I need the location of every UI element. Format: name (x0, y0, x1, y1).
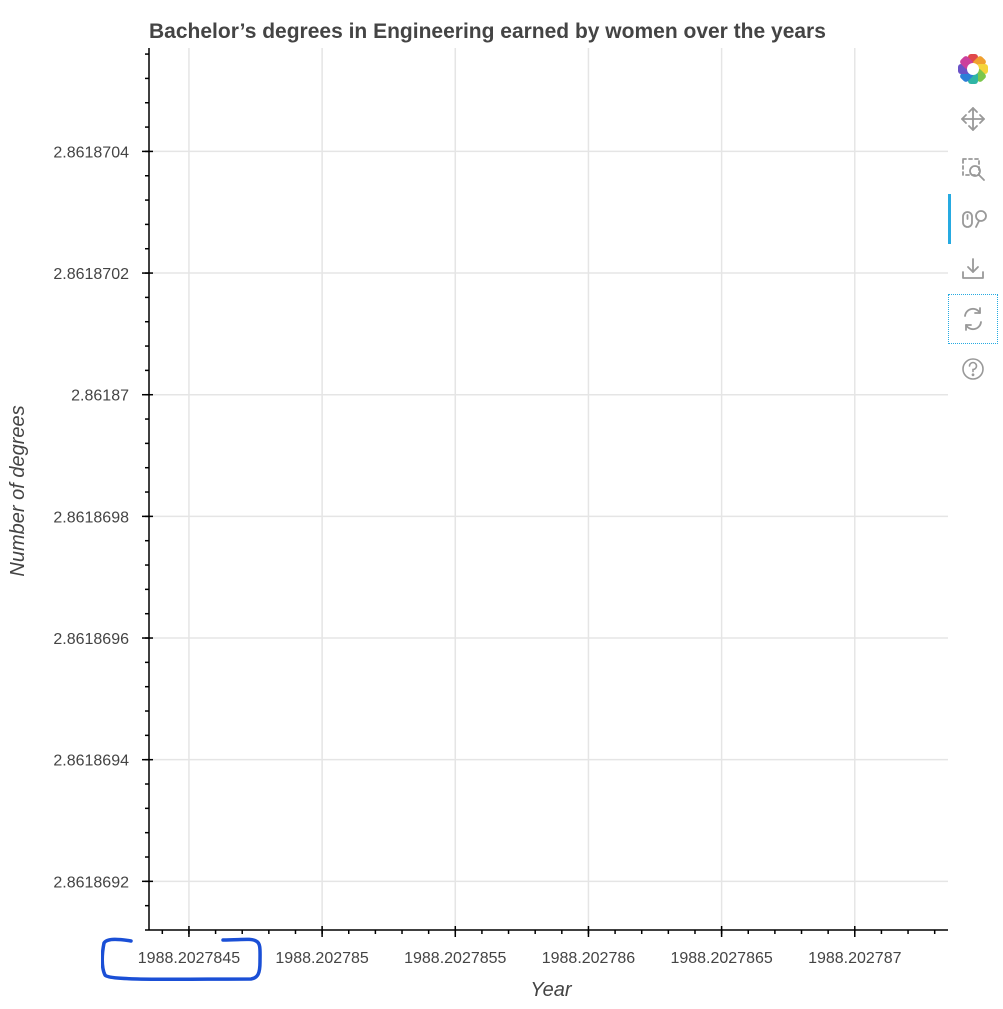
y-tick-labels: 2.8618692 2.8618694 2.8618696 2.8618698 2.86… (53, 144, 129, 891)
y-tick-label: 2.86187 (71, 388, 129, 405)
x-tick-label: 1988.202787 (808, 950, 902, 967)
box-zoom-tool-button[interactable] (948, 144, 998, 194)
save-icon (962, 258, 984, 279)
x-tick-label: 1988.202786 (542, 950, 636, 967)
x-tick-label: 1988.2027845 (138, 950, 240, 967)
pan-icon (961, 107, 985, 131)
y-tick-label: 2.8618694 (53, 753, 129, 770)
bokeh-logo-button[interactable] (948, 44, 998, 94)
help-tool-button[interactable] (948, 344, 998, 394)
wheel-zoom-tool-button[interactable] (948, 194, 998, 244)
y-axis-label: Number of degrees (7, 405, 29, 576)
box-zoom-icon (962, 158, 985, 181)
x-tick-labels: 1988.2027845 1988.202785 1988.2027855 1988.… (138, 950, 902, 967)
y-tick-label: 2.8618692 (53, 874, 129, 891)
x-tick-label: 1988.202785 (275, 950, 369, 967)
save-tool-button[interactable] (948, 244, 998, 294)
y-tick-label: 2.8618698 (53, 509, 129, 526)
axes (142, 48, 948, 937)
reset-icon (964, 307, 982, 331)
reset-tool-button[interactable] (948, 294, 998, 344)
tick-highlight-annotation (100, 937, 262, 982)
x-axis-label: Year (530, 979, 572, 1001)
x-tick-label: 1988.2027865 (670, 950, 772, 967)
x-tick-label: 1988.2027855 (404, 950, 506, 967)
y-tick-label: 2.8618696 (53, 631, 129, 648)
wheel-zoom-icon (961, 210, 987, 228)
bokeh-logo-icon (958, 54, 988, 84)
y-tick-label: 2.8618704 (53, 144, 129, 161)
highlight-stroke (100, 937, 262, 982)
help-icon (962, 358, 984, 380)
toolbar (948, 44, 998, 394)
pan-tool-button[interactable] (948, 94, 998, 144)
chart-title: Bachelor’s degrees in Engineering earned… (149, 20, 826, 43)
y-tick-label: 2.8618702 (53, 266, 129, 283)
grid (149, 48, 948, 930)
